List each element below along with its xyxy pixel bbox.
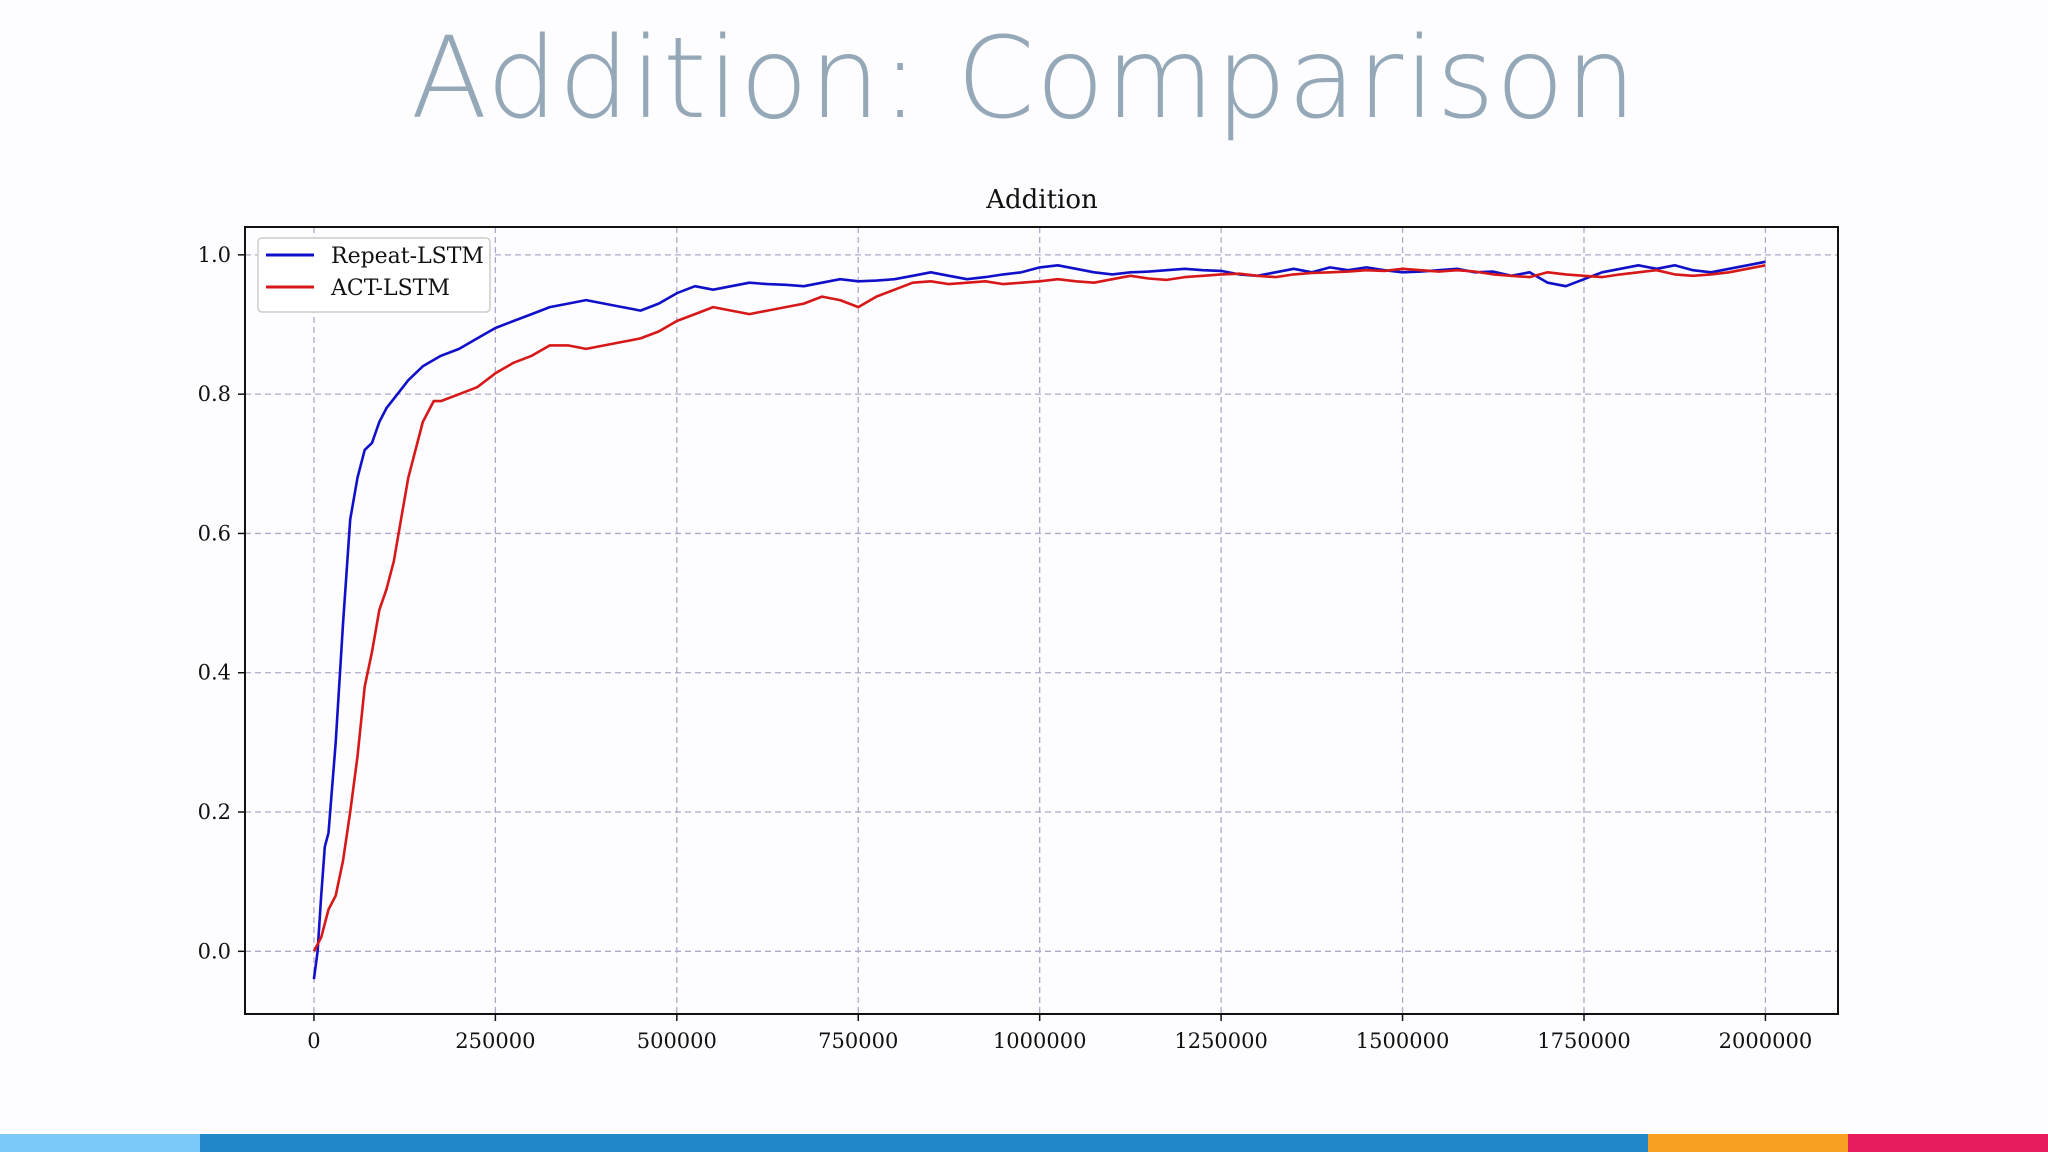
y-tick-label: 0.0 [198, 939, 231, 963]
x-tick-label: 750000 [818, 1029, 898, 1053]
x-tick-label: 250000 [455, 1029, 535, 1053]
legend: Repeat-LSTM ACT-LSTM [257, 237, 491, 313]
legend-box [257, 237, 491, 313]
chart-title: Addition [985, 185, 1098, 215]
series-layer [312, 260, 1766, 980]
bottom-color-bar [0, 1134, 2048, 1152]
y-tick-label: 0.4 [198, 661, 231, 685]
series-line-repeat-lstm [312, 260, 1766, 980]
x-tick-label: 500000 [637, 1029, 717, 1053]
legend-label-act-lstm: ACT-LSTM [330, 276, 450, 301]
ticks: 0 250000 500000 750000 1000000 1250000 1500000… [198, 243, 1813, 1053]
x-tick-label: 1500000 [1356, 1029, 1450, 1053]
legend-label-repeat-lstm: Repeat-LSTM [331, 244, 484, 269]
y-tick-label: 0.8 [198, 382, 231, 406]
x-tick-label: 1250000 [1174, 1029, 1268, 1053]
x-tick-label: 1750000 [1537, 1029, 1631, 1053]
slide-title: Addition: Comparison [410, 14, 1638, 144]
y-tick-label: 0.6 [198, 521, 231, 545]
bar-segment-red [1848, 1134, 2048, 1152]
bar-segment-orange [1648, 1134, 1848, 1152]
bar-segment-light-blue [0, 1134, 200, 1152]
y-tick-label: 1.0 [198, 243, 231, 267]
x-tick-label: 0 [307, 1029, 320, 1053]
grid [245, 227, 1838, 1014]
y-tick-label: 0.2 [198, 800, 231, 824]
x-tick-label: 1000000 [993, 1029, 1087, 1053]
series-line-act-lstm [312, 264, 1766, 952]
bar-segment-blue [200, 1134, 1648, 1152]
plot-frame [244, 226, 1839, 1015]
x-tick-label: 2000000 [1719, 1029, 1813, 1053]
